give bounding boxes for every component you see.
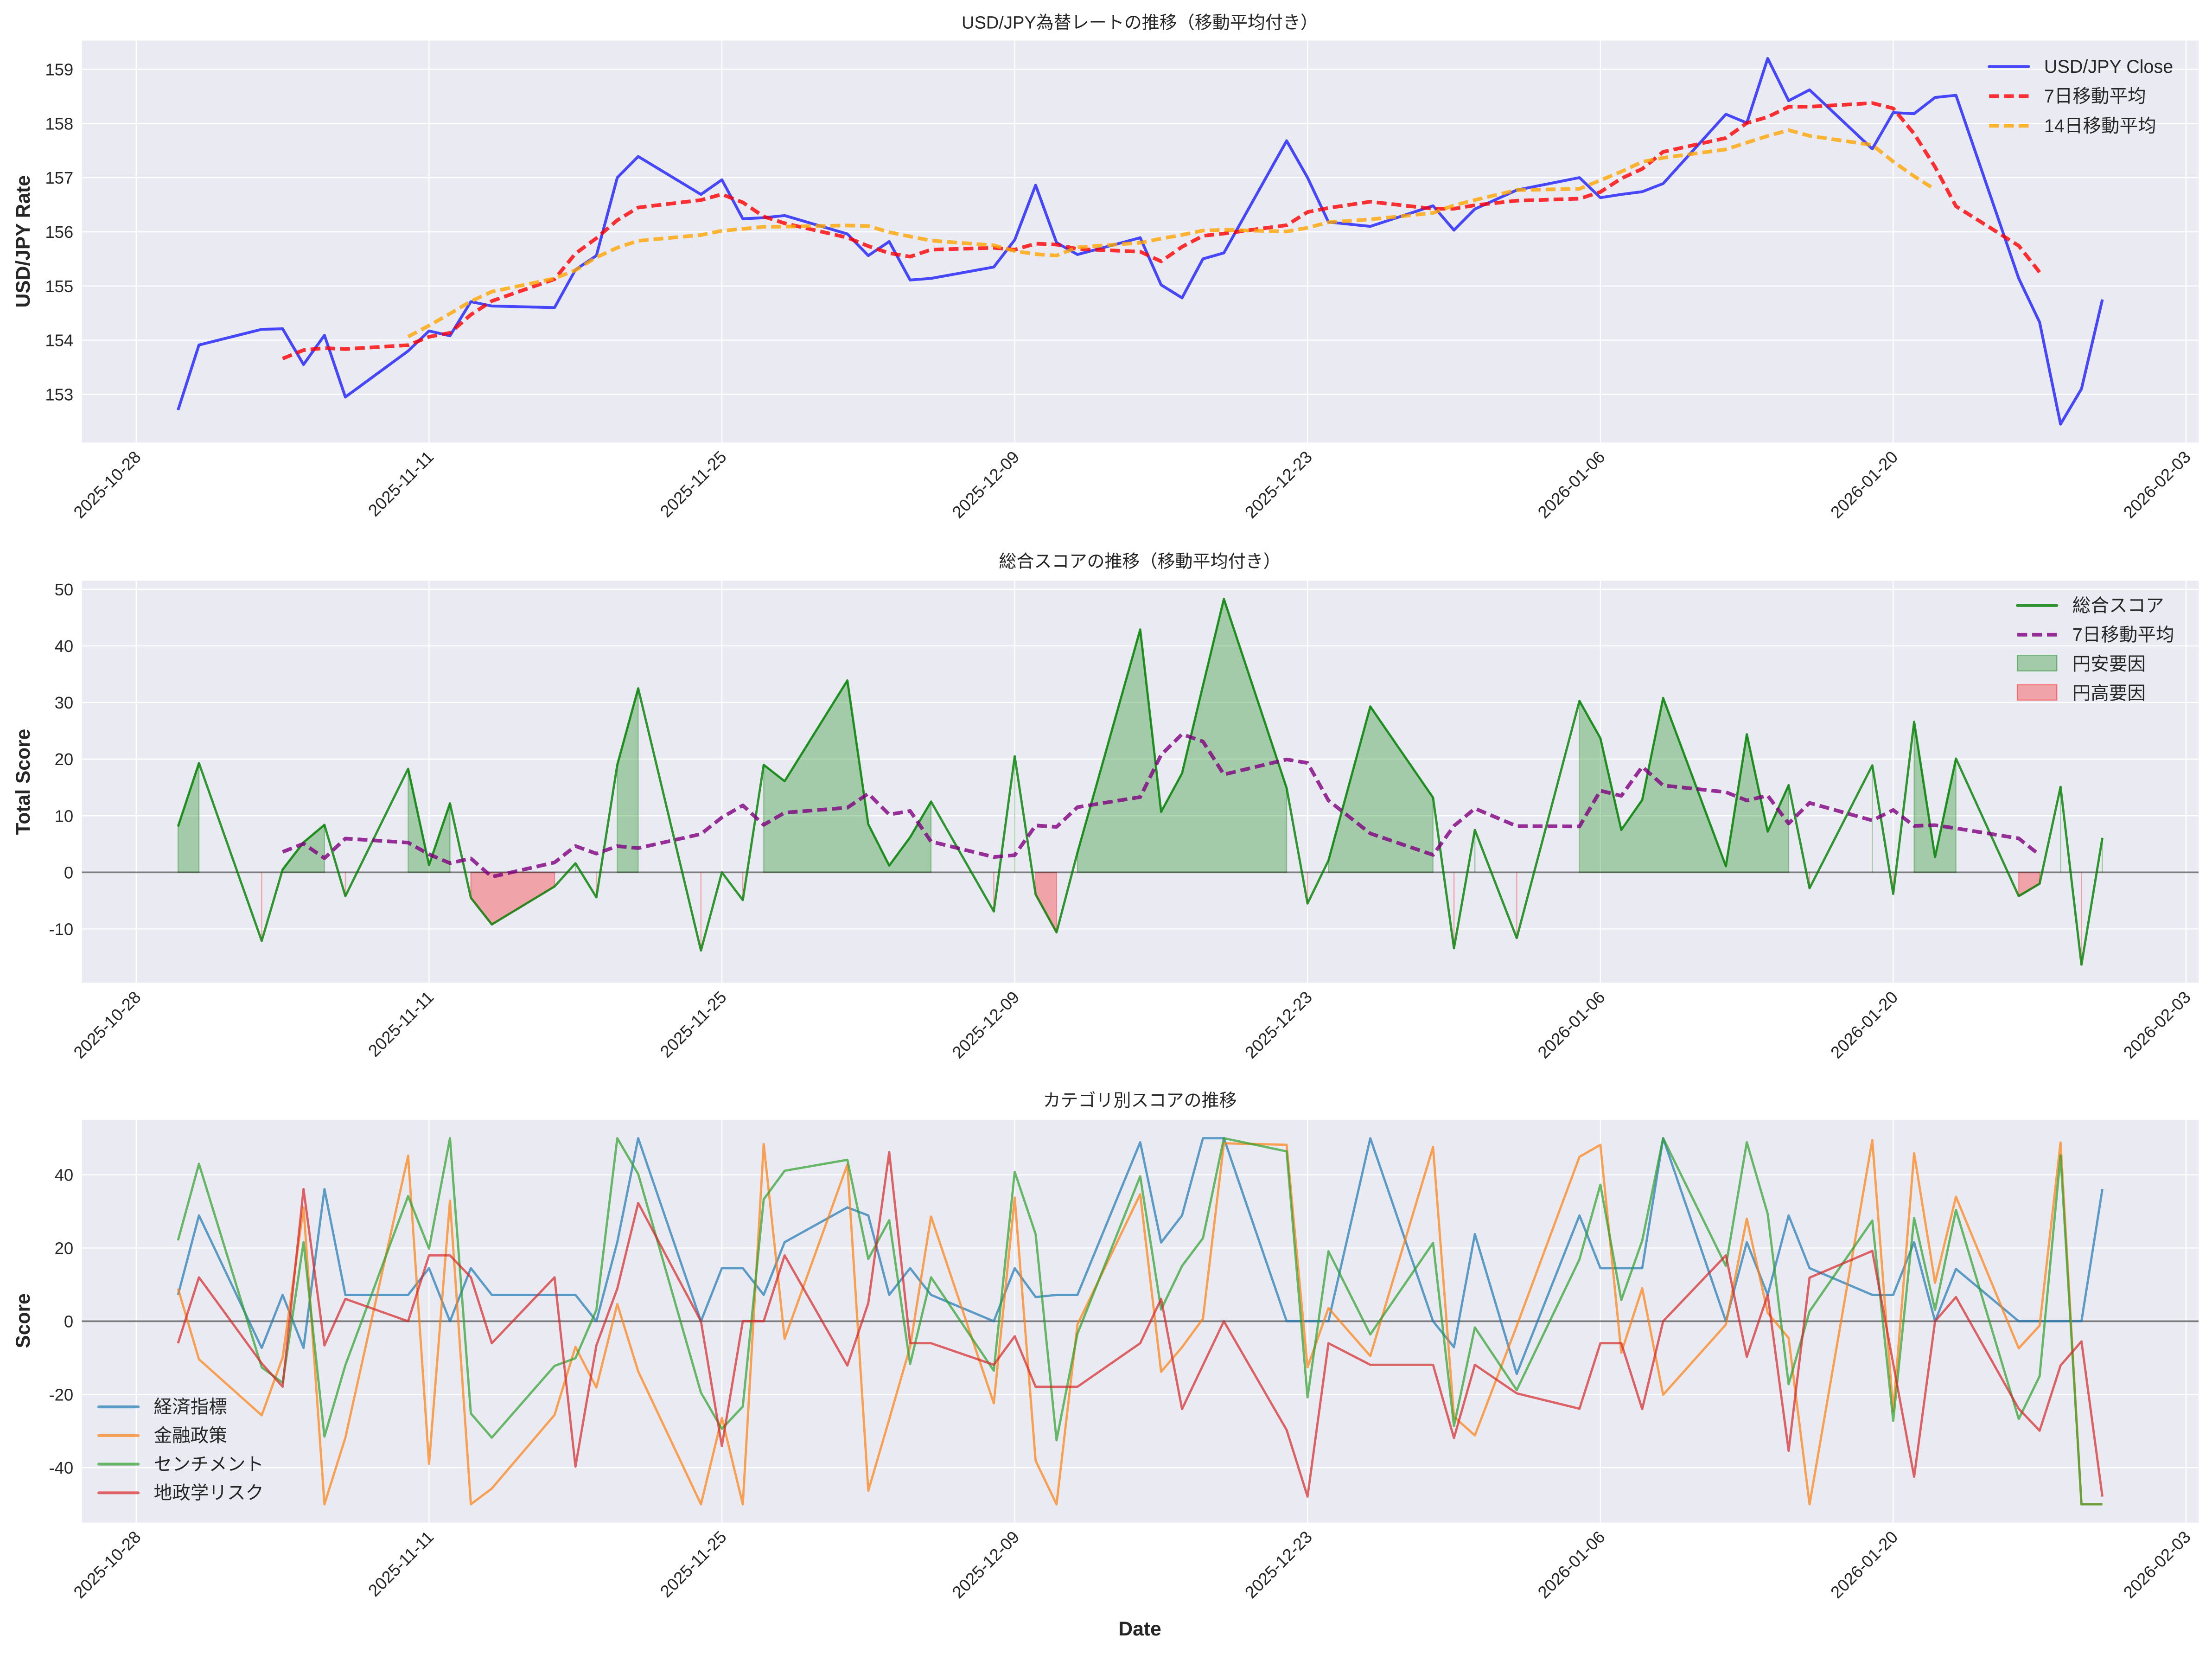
y-tick-label: 0 <box>64 863 73 882</box>
chart-title-category-score: カテゴリ別スコアの推移 <box>1043 1091 1237 1111</box>
legend-swatch <box>2016 655 2058 672</box>
legend-label: 円高要因 <box>2072 683 2146 703</box>
legend-item: センチメント <box>97 1454 264 1475</box>
y-tick-label: 20 <box>55 750 74 769</box>
total-score-chart: 2025-10-28 2025-11-11 2025-11-25 2025-12-09… <box>49 580 2199 1062</box>
x-axis-label: Date <box>1118 1618 1161 1640</box>
y-tick-label: 40 <box>55 1166 74 1185</box>
data-line-series-2-3 <box>177 1151 2104 1498</box>
legend-label: 経済指標 <box>154 1397 227 1418</box>
usdjpy-rate-chart: 2025-10-28 2025-11-11 2025-11-25 2025-12-09… <box>45 40 2199 522</box>
chart-title-total-score: 総合スコアの推移（移動平均付き） <box>999 552 1281 572</box>
category-score-chart: 2025-10-28 2025-11-11 2025-11-25 2025-12-09… <box>49 1120 2199 1602</box>
legend-label: 総合スコア <box>2072 595 2164 616</box>
y-axis-label-category-score: Score <box>12 1293 34 1348</box>
moving-average-line <box>282 101 2041 360</box>
legend-item: 地政学リスク <box>97 1483 264 1503</box>
data-line-series-2-2 <box>177 1137 2103 1506</box>
y-axis-label-usdjpy: USD/JPY Rate <box>12 175 34 308</box>
legend: USD/JPY Close 7日移動平均 14日移動平均 <box>1988 57 2173 136</box>
legend-item: 円高要因 <box>2016 683 2146 703</box>
legend-label: 地政学リスク <box>154 1483 264 1503</box>
y-tick-label: 40 <box>55 637 74 656</box>
y-tick-label: 30 <box>55 693 74 712</box>
legend-swatch <box>2016 684 2058 701</box>
legend-label: センチメント <box>154 1454 264 1475</box>
chart-title-usdjpy: USD/JPY為替レートの推移（移動平均付き） <box>962 13 1318 32</box>
legend-label: 金融政策 <box>154 1426 227 1446</box>
y-tick-label: -40 <box>49 1458 73 1477</box>
y-tick-label: 155 <box>45 277 73 296</box>
moving-average-line <box>407 128 1936 338</box>
y-tick-label: 0 <box>64 1312 73 1331</box>
data-line-series-1-0 <box>177 598 2104 966</box>
legend-label: USD/JPY Close <box>2044 57 2173 77</box>
y-tick-label: 157 <box>45 168 73 187</box>
legend-item: 金融政策 <box>97 1426 227 1446</box>
plot-area <box>82 581 2199 983</box>
legend-item: 経済指標 <box>97 1397 227 1418</box>
y-tick-label: -10 <box>49 920 73 939</box>
legend-item: 7日移動平均 <box>2017 625 2174 645</box>
legend-item: USD/JPY Close <box>1988 57 2173 77</box>
legend-item: 総合スコア <box>2016 595 2164 616</box>
legend-label: 7日移動平均 <box>2044 86 2146 107</box>
y-tick-label: 158 <box>45 114 73 133</box>
data-line-series-2-0 <box>177 1137 2104 1375</box>
y-tick-label: 50 <box>55 580 74 599</box>
y-tick-label: 10 <box>55 806 74 825</box>
y-tick-label: 154 <box>45 331 73 350</box>
legend-label: 7日移動平均 <box>2072 625 2174 645</box>
y-tick-label: 159 <box>45 60 73 79</box>
y-axis-label-total-score: Total Score <box>12 729 34 835</box>
y-tick-label: 20 <box>55 1239 74 1258</box>
legend-label: 14日移動平均 <box>2044 116 2156 136</box>
legend-item: 14日移動平均 <box>1989 116 2156 136</box>
legend-label: 円安要因 <box>2072 654 2146 674</box>
y-tick-label: 156 <box>45 223 73 242</box>
legend-item: 円安要因 <box>2016 654 2146 674</box>
moving-average-line <box>282 732 2041 879</box>
legend-item: 7日移動平均 <box>1989 86 2146 107</box>
y-tick-label: 153 <box>45 385 73 404</box>
y-tick-label: -20 <box>49 1385 73 1404</box>
